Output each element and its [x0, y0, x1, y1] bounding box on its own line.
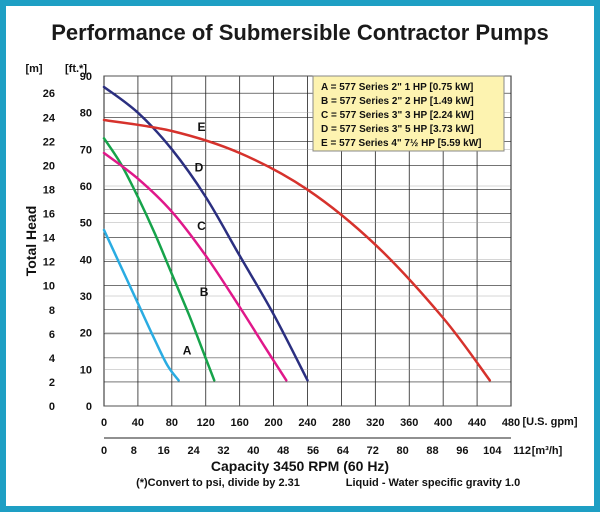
x-tick-label-m3h: 80 — [397, 445, 409, 457]
y-unit-left: [m] — [25, 63, 42, 75]
x-tick-label-gpm: 480 — [502, 417, 520, 429]
curve-label-b: B — [200, 285, 209, 299]
series-line-d — [102, 85, 309, 382]
chart-title: Performance of Submersible Contractor Pu… — [51, 20, 549, 45]
y-tick-label-feet: 10 — [80, 364, 92, 376]
x-tick-label-gpm: 80 — [166, 417, 178, 429]
x-tick-label-gpm: 240 — [298, 417, 316, 429]
x-tick-label-gpm: 280 — [332, 417, 350, 429]
x-tick-label-m3h: 104 — [483, 445, 502, 457]
y-tick-label-meters: 8 — [49, 305, 55, 317]
y-tick-label-feet: 90 — [80, 71, 92, 83]
y-ticks-feet: 0 10 20 30 40 50 60 70 80 90 — [80, 71, 92, 413]
x-tick-label-gpm: 360 — [400, 417, 418, 429]
y-tick-label-feet: 20 — [80, 328, 92, 340]
x-tick-label-m3h: 96 — [456, 445, 468, 457]
x-tick-label-gpm: 120 — [197, 417, 215, 429]
x-tick-label-gpm: 320 — [366, 417, 384, 429]
y-tick-label-meters: 18 — [43, 184, 55, 196]
legend-item-b: B = 577 Series 2" 2 HP [1.49 kW] — [321, 96, 474, 107]
x-tick-label-m3h: 64 — [337, 445, 350, 457]
curve-label-a: A — [183, 344, 192, 358]
x-tick-label-m3h: 48 — [277, 445, 289, 457]
x-tick-label-m3h: 0 — [101, 445, 107, 457]
x-tick-label-m3h: 56 — [307, 445, 319, 457]
x-tick-label-m3h: 16 — [158, 445, 170, 457]
y-axis-label: Total Head — [23, 206, 39, 277]
legend-item-e: E = 577 Series 4" 7½ HP [5.59 kW] — [321, 138, 481, 149]
y-tick-label-meters: 24 — [43, 112, 56, 124]
x-tick-label-gpm: 400 — [434, 417, 452, 429]
y-tick-label-meters: 12 — [43, 257, 55, 269]
y-tick-label-meters: 10 — [43, 281, 55, 293]
x-tick-label-m3h: 8 — [131, 445, 137, 457]
x-tick-label-gpm: 200 — [264, 417, 282, 429]
y-tick-label-meters: 22 — [43, 136, 55, 148]
y-tick-label-meters: 6 — [49, 329, 55, 341]
x-tick-label-m3h: 40 — [247, 445, 259, 457]
y-tick-label-feet: 50 — [80, 218, 92, 230]
x-tick-label-m3h: 72 — [367, 445, 379, 457]
legend-item-d: D = 577 Series 3" 5 HP [3.73 kW] — [321, 124, 474, 135]
x-axis-label: Capacity 3450 RPM (60 Hz) — [211, 458, 389, 474]
y-tick-label-feet: 80 — [80, 108, 92, 120]
y-tick-label-meters: 20 — [43, 160, 55, 172]
y-tick-label-meters: 26 — [43, 88, 55, 100]
series-line-a — [102, 228, 180, 382]
y-tick-label-meters: 2 — [49, 377, 55, 389]
curve-label-d: D — [195, 160, 204, 174]
legend: A = 577 Series 2" 1 HP [0.75 kW] B = 577… — [312, 75, 505, 152]
x-tick-label-m3h: 88 — [426, 445, 438, 457]
y-tick-label-meters: 16 — [43, 209, 55, 221]
y-tick-label-feet: 40 — [80, 254, 92, 266]
legend-box — [312, 75, 505, 152]
x-tick-label-gpm: 440 — [468, 417, 486, 429]
x-tick-label-gpm: 0 — [101, 417, 107, 429]
x-ticks-gpm: 0 40 80 120 160 200 240 280 320 360 400 440 480 — [101, 417, 520, 429]
y-tick-label-meters: 14 — [43, 233, 56, 245]
y-tick-label-meters: 0 — [49, 401, 55, 413]
x-tick-label-gpm: 40 — [132, 417, 144, 429]
psi-conversion-note: (*)Convert to psi, divide by 2.31 — [136, 477, 300, 489]
series-lines — [102, 85, 492, 382]
x-unit-primary: [U.S. gpm] — [523, 416, 578, 428]
legend-item-a: A = 577 Series 2" 1 HP [0.75 kW] — [321, 82, 473, 93]
y-unit-right: [ft.*] — [65, 63, 87, 75]
x-tick-label-m3h: 24 — [187, 445, 200, 457]
x-unit-secondary: [m³/h] — [532, 445, 563, 457]
y-tick-label-feet: 70 — [80, 144, 92, 156]
x-tick-label-m3h: 112 — [513, 445, 531, 457]
x-tick-label-gpm: 160 — [230, 417, 248, 429]
legend-item-c: C = 577 Series 3" 3 HP [2.24 kW] — [321, 110, 474, 121]
curve-label-e: E — [198, 120, 206, 134]
series-line-e — [102, 118, 492, 382]
x-ticks-m3h: 0 8 16 24 32 40 48 56 64 72 80 88 96 104 112 — [101, 445, 531, 457]
curve-labels: A B C D E — [183, 120, 209, 358]
series-line-c — [102, 151, 288, 382]
y-tick-label-feet: 0 — [86, 401, 92, 413]
curve-label-c: C — [197, 219, 206, 233]
y-tick-label-feet: 60 — [80, 181, 92, 193]
x-tick-label-m3h: 32 — [217, 445, 229, 457]
liquid-note: Liquid - Water specific gravity 1.0 — [346, 477, 520, 489]
y-tick-label-meters: 4 — [49, 353, 56, 365]
y-tick-label-feet: 30 — [80, 291, 92, 303]
